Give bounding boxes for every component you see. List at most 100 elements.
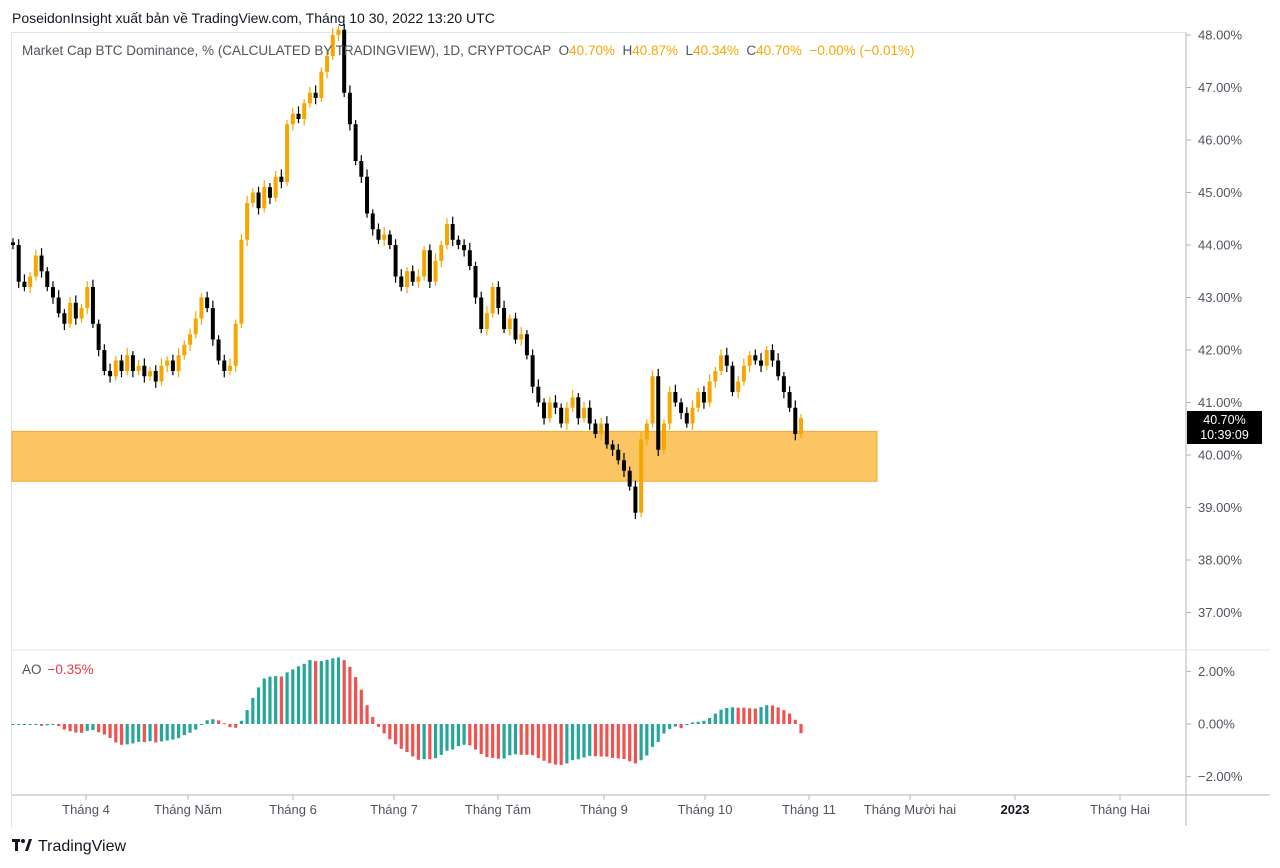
ao-bar — [456, 724, 460, 747]
candle-body — [701, 392, 706, 403]
candle-body — [11, 242, 15, 245]
legend-close-label: C — [746, 43, 757, 58]
publisher-line: PoseidonInsight xuất bản về TradingView.… — [12, 10, 495, 26]
ao-bar — [348, 666, 352, 724]
candle-body — [793, 407, 798, 434]
ao-bar — [194, 724, 198, 730]
ao-bar — [279, 676, 283, 724]
candle-body — [125, 355, 130, 371]
candle-body — [382, 234, 387, 240]
ao-tick-label: −2.00% — [1198, 769, 1243, 784]
ao-bar — [62, 724, 66, 730]
ao-bar — [137, 724, 141, 742]
ao-legend: AO −0.35% — [22, 662, 94, 677]
ao-bar — [428, 724, 432, 760]
ao-bar — [102, 724, 106, 735]
ao-bar — [633, 724, 638, 764]
candle-body — [119, 360, 124, 371]
ao-bar — [502, 724, 506, 759]
candle-body — [353, 124, 358, 161]
candle-body — [616, 449, 621, 461]
price-tick-label: 47.00% — [1198, 80, 1243, 95]
candle-body — [547, 402, 552, 419]
candle-body — [359, 161, 364, 177]
candle-body — [285, 124, 290, 182]
ao-bar — [599, 724, 603, 757]
candle-body — [85, 287, 90, 308]
ao-bar — [165, 724, 169, 741]
candle-body — [502, 308, 507, 329]
candle-body — [530, 355, 535, 387]
time-tick-label: Tháng 4 — [62, 802, 110, 817]
ao-bar — [365, 705, 369, 724]
candle-body — [604, 423, 609, 445]
ao-bar — [182, 724, 186, 736]
ao-bar — [388, 724, 392, 740]
candle-body — [73, 302, 78, 319]
candle-body — [376, 229, 381, 240]
candle-body — [62, 313, 67, 324]
ao-bar — [393, 724, 398, 745]
candle-body — [416, 276, 421, 282]
candle-body — [553, 402, 558, 408]
candle-body — [370, 213, 375, 230]
legend-low-label: L — [685, 43, 694, 58]
candle-body — [444, 224, 449, 245]
ao-bar — [359, 689, 363, 724]
price-tick-label: 44.00% — [1198, 238, 1243, 253]
ao-bar — [256, 687, 261, 724]
candle-body — [467, 250, 472, 266]
ao-bar — [68, 724, 72, 732]
ao-bar — [468, 724, 472, 746]
ao-bar — [416, 724, 421, 760]
ao-bar — [22, 724, 27, 725]
ao-bar — [51, 724, 55, 725]
candle-body — [142, 365, 147, 377]
ao-bar — [690, 722, 695, 724]
ao-bar — [588, 724, 592, 756]
ao-bar — [759, 707, 763, 724]
ao-bar — [610, 724, 615, 758]
time-tick-label: Tháng 11 — [782, 802, 836, 817]
candle-body — [205, 297, 210, 308]
candle-body — [256, 192, 261, 209]
candle-body — [28, 276, 33, 287]
ao-bar — [188, 724, 192, 733]
ao-bar — [473, 724, 478, 750]
ao-axis: 2.00% 0.00% −2.00% — [1186, 664, 1243, 784]
candle-body — [193, 318, 198, 335]
candle-body — [719, 355, 724, 371]
ao-bar — [799, 724, 803, 734]
ao-bar — [222, 723, 226, 725]
candle-body — [484, 313, 489, 329]
ao-bar — [399, 724, 403, 749]
candle-body — [707, 381, 712, 403]
candle-body — [239, 239, 244, 324]
legend-close-value: 40.70% — [756, 43, 802, 58]
ao-bar — [211, 719, 215, 724]
ao-bar — [314, 661, 318, 724]
ao-bar — [74, 724, 78, 733]
ao-bar — [576, 724, 580, 760]
ao-bar — [628, 724, 632, 762]
chart-frame — [11, 32, 1187, 827]
ao-bar — [11, 724, 15, 725]
ao-bar — [770, 705, 775, 724]
price-tick-label: 39.00% — [1198, 500, 1243, 515]
ao-bar — [748, 708, 752, 724]
candle-body — [108, 371, 113, 377]
candle-body — [279, 176, 284, 182]
ao-bar — [34, 724, 38, 725]
candle-body — [667, 392, 672, 424]
footer-brand[interactable]: TradingView — [12, 838, 126, 856]
candle-body — [90, 287, 95, 324]
candle-body — [399, 276, 404, 287]
candle-body — [96, 323, 101, 350]
ao-bar — [445, 724, 449, 751]
candle-body — [787, 392, 792, 408]
ao-bar — [639, 724, 643, 761]
ao-bar — [622, 724, 626, 760]
time-tick-label: Tháng Hai — [1090, 802, 1150, 817]
candle-body — [56, 297, 61, 314]
